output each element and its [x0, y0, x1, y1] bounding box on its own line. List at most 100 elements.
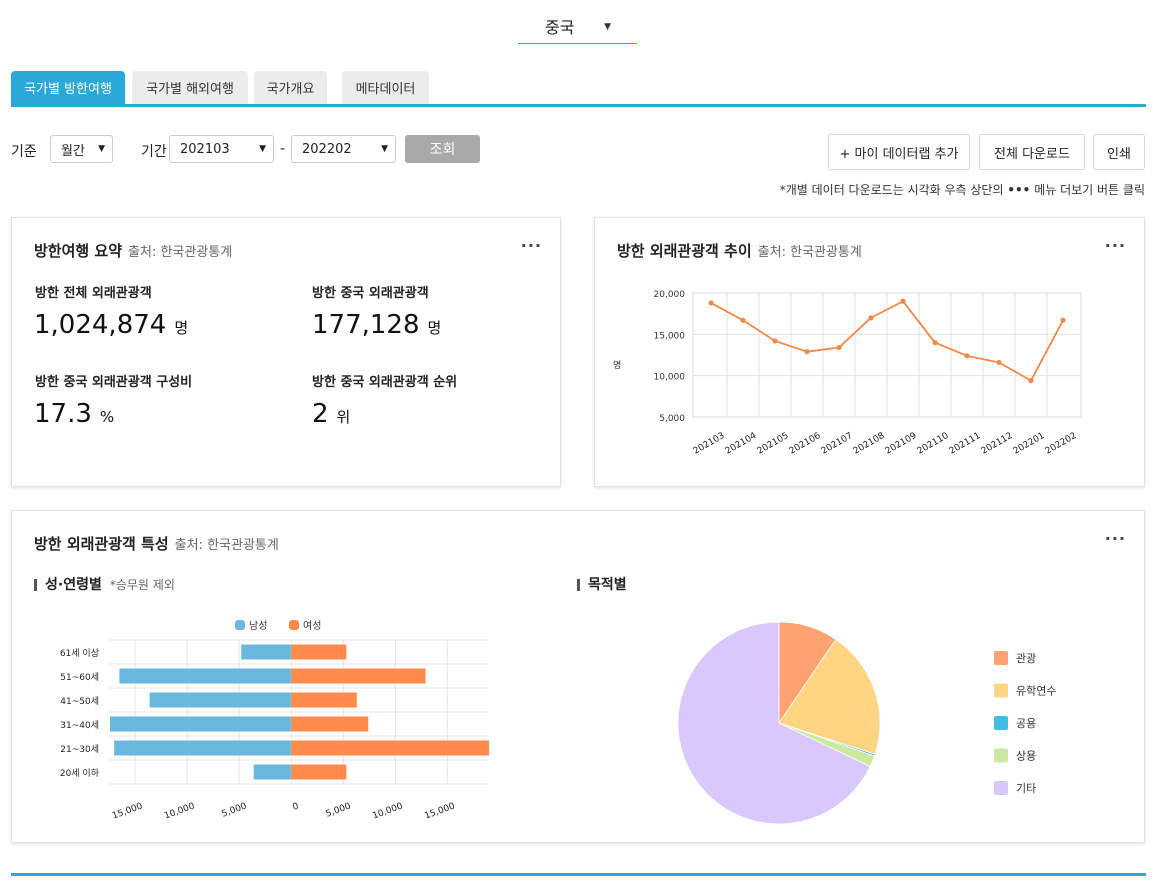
query-button[interactable]: 조회 [405, 135, 480, 163]
stat-share-label: 방한 중국 외래관광객 구성비 [35, 375, 193, 390]
tab-bar: 국가별 방한여행 국가별 해외여행 국가개요 메타데이터 [11, 71, 1146, 107]
age-gender-note: *승무원 제외 [109, 578, 175, 592]
trend-series-line [710, 300, 1064, 382]
trend-data-point [772, 338, 778, 344]
bar-female [291, 716, 369, 732]
legend-male-swatch [235, 620, 245, 630]
bar-female [291, 764, 347, 780]
stat-total-label: 방한 전체 외래관광객 [35, 286, 152, 301]
caret-down-icon: ▼ [381, 144, 388, 154]
legend-swatch [994, 683, 1008, 698]
legend-label: 유학연수 [1016, 685, 1056, 698]
x-tick-label: 202202 [1044, 431, 1079, 457]
x-tick-label: 15,000 [111, 801, 144, 821]
pie-slice-4 [677, 621, 871, 825]
country-select-value: 중국 [545, 17, 575, 37]
characteristics-source: 출처: 한국관광통계 [174, 538, 279, 553]
category-label: 31~40세 [60, 720, 99, 731]
trend-data-point [836, 344, 842, 351]
download-note-text: *개별 데이터 다운로드는 시각화 우측 상단의 [779, 183, 1004, 197]
tab-label: 국가별 방한여행 [24, 82, 112, 97]
more-dots-icon: ••• [1007, 183, 1031, 197]
legend-female-swatch [289, 620, 299, 630]
bar-female [291, 668, 426, 684]
category-label: 61세 이상 [60, 648, 99, 659]
caret-down-icon: ▼ [604, 22, 611, 32]
country-select[interactable]: 중국 ▼ [518, 8, 637, 44]
more-menu-icon[interactable]: ··· [1104, 529, 1126, 548]
bar-male [241, 644, 292, 660]
purpose-subtitle: 목적별 [577, 578, 627, 592]
stat-total-value: 1,024,874 명 [34, 310, 188, 340]
basis-select-value: 월간 [61, 143, 85, 159]
download-note-tail: 메뉴 더보기 버튼 클릭 [1034, 183, 1145, 197]
x-tick-label: 202111 [948, 431, 983, 457]
stat-value-text: 17.3 [34, 399, 92, 429]
tab-inbound-by-country[interactable]: 국가별 방한여행 [11, 71, 125, 104]
x-tick-label: 202105 [756, 431, 791, 457]
basis-label: 기준 [11, 144, 37, 160]
y-tick-label: 5,000 [659, 414, 685, 424]
characteristics-title: 방한 외래관광객 특성 출처: 한국관광통계 [34, 533, 279, 554]
trend-title-text: 방한 외래관광객 추이 [617, 242, 752, 260]
x-tick-label: 202110 [916, 431, 951, 457]
period-label: 기간 [141, 144, 167, 160]
trend-data-point [740, 317, 746, 323]
print-button[interactable]: 인쇄 [1093, 134, 1145, 170]
summary-title-text: 방한여행 요약 [34, 242, 123, 260]
pie-slice-1 [778, 638, 881, 755]
caret-down-icon: ▼ [98, 144, 105, 154]
more-menu-icon[interactable]: ··· [520, 236, 542, 255]
bar-female [291, 740, 489, 756]
stat-value-text: 2 [312, 399, 329, 429]
tab-metadata[interactable]: 메타데이터 [342, 71, 429, 104]
category-label: 20세 이하 [60, 768, 100, 779]
stat-value-text: 177,128 [312, 310, 420, 340]
legend-label: 관광 [1016, 652, 1036, 665]
age-gender-subtitle: 성·연령별 *승무원 제외 [34, 577, 175, 593]
add-mydatalab-button[interactable]: + 마이 데이터랩 추가 [828, 134, 970, 170]
category-label: 21~30세 [60, 744, 99, 755]
legend-label: 공용 [1016, 717, 1036, 730]
age-gender-bar-chart: 남성 여성 15,000 10,000 5,000 0 5,000 10,000 15,000 6… [60, 620, 489, 822]
x-tick-label: 5,000 [221, 801, 249, 819]
x-tick-label: 5,000 [325, 801, 353, 819]
period-to-select[interactable]: 202202 ▼ [291, 135, 396, 163]
download-note: *개별 데이터 다운로드는 시각화 우측 상단의 ••• 메뉴 더보기 버튼 클… [780, 181, 1145, 198]
trend-data-point [1060, 317, 1066, 323]
summary-card: 방한여행 요약 출처: 한국관광통계 ··· 방한 전체 외래관광객 1,024,… [11, 217, 561, 487]
legend-female-label: 여성 [303, 620, 321, 632]
period-to-value: 202202 [302, 141, 352, 157]
trend-title: 방한 외래관광객 추이 출처: 한국관광통계 [617, 240, 862, 261]
stat-value-text: 1,024,874 [34, 310, 167, 340]
category-label: 41~50세 [60, 696, 99, 707]
tab-outbound-by-country[interactable]: 국가별 해외여행 [132, 71, 248, 104]
x-tick-label: 202108 [852, 431, 887, 457]
bar-male [149, 692, 292, 708]
bar-female [291, 692, 357, 708]
x-tick-label: 0 [291, 801, 300, 812]
trend-source: 출처: 한국관광통계 [757, 245, 862, 260]
y-tick-label: 15,000 [654, 331, 686, 341]
trend-line-chart: 5,00010,00015,00020,000명2021032021042021… [613, 290, 1082, 457]
trend-data-point [868, 315, 874, 321]
x-tick-label: 10,000 [163, 801, 196, 821]
trend-data-point [932, 340, 938, 346]
download-all-button[interactable]: 전체 다운로드 [979, 134, 1085, 170]
tab-label: 국가별 해외여행 [146, 82, 234, 97]
age-gender-subtitle-text: 성·연령별 [45, 577, 102, 593]
basis-select[interactable]: 월간 ▼ [50, 135, 113, 163]
legend-label: 기타 [1016, 782, 1036, 795]
x-tick-label: 202106 [788, 431, 823, 457]
x-tick-label: 202107 [820, 431, 855, 457]
legend-swatch [994, 748, 1008, 763]
more-menu-icon[interactable]: ··· [1104, 236, 1126, 255]
legend-swatch [994, 716, 1008, 730]
y-tick-label: 20,000 [654, 290, 686, 300]
category-label: 51~60세 [60, 672, 99, 683]
x-tick-label: 15,000 [423, 801, 456, 821]
tab-country-overview[interactable]: 국가개요 [254, 71, 327, 104]
bar-male [253, 764, 292, 780]
period-from-select[interactable]: 202103 ▼ [169, 135, 274, 163]
